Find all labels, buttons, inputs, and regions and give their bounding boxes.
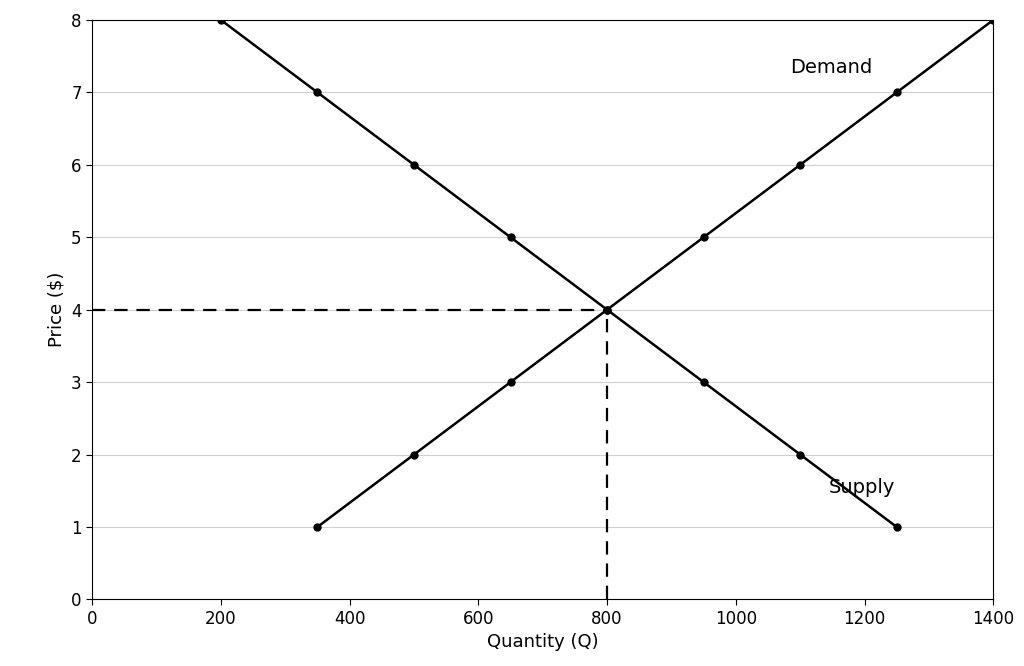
X-axis label: Quantity (Q): Quantity (Q) <box>486 633 599 651</box>
Text: Supply: Supply <box>829 478 896 497</box>
Y-axis label: Price ($): Price ($) <box>47 272 66 348</box>
Text: Demand: Demand <box>791 57 872 77</box>
